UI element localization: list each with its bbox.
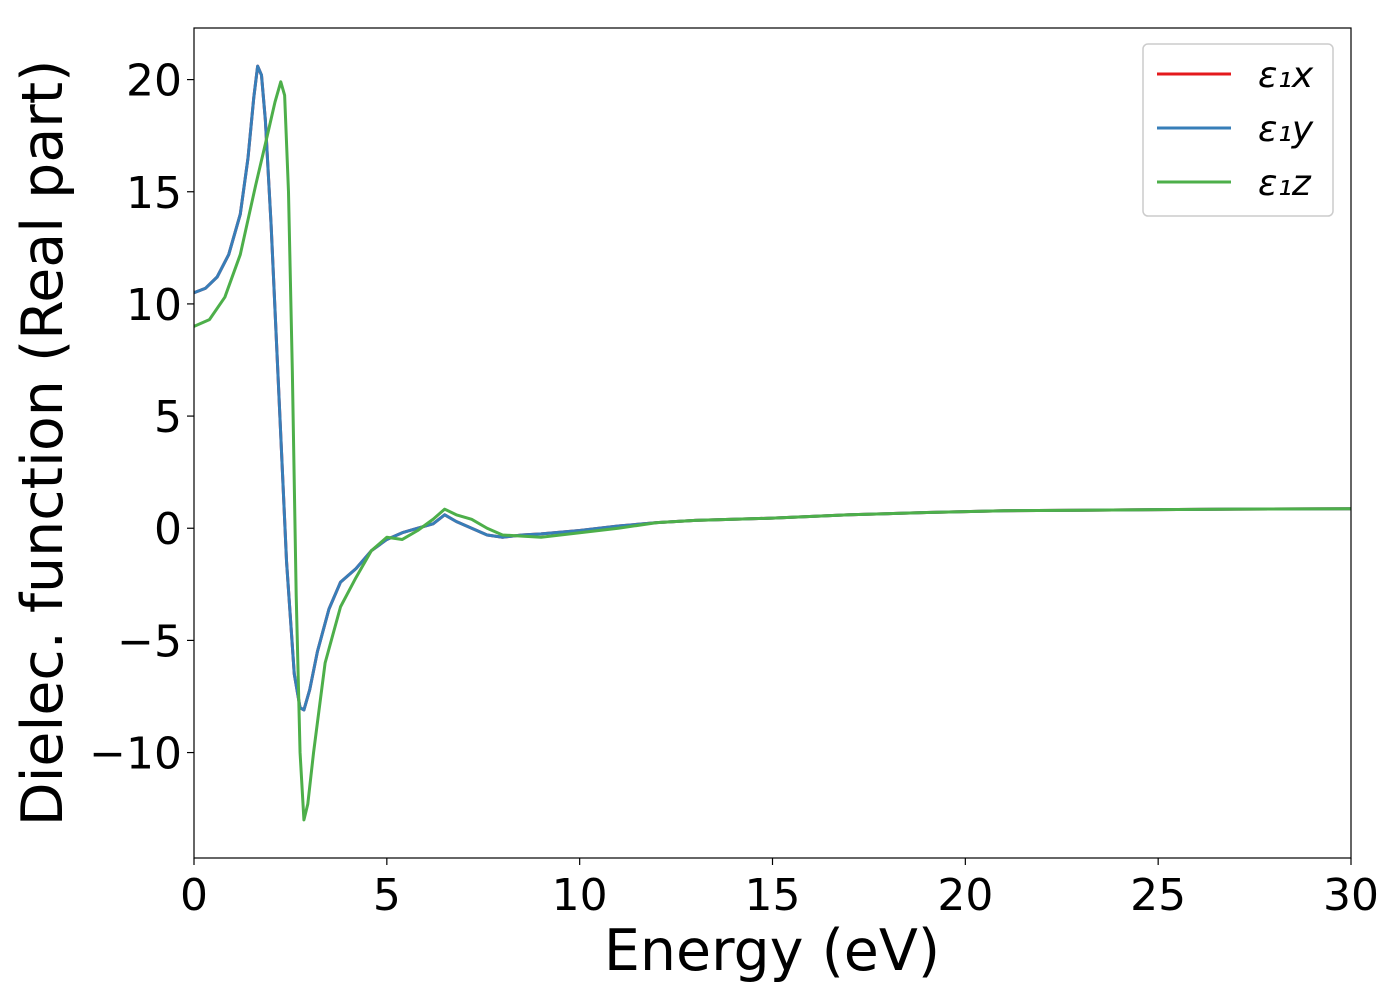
y-axis-label: Dielec. function (Real part) <box>10 60 76 827</box>
legend: ε₁x ε₁y ε₁z <box>1142 43 1334 217</box>
legend-box <box>1142 43 1334 217</box>
x-axis-label: Energy (eV) <box>604 918 940 984</box>
y-tick-label: 15 <box>126 168 182 219</box>
legend-label-2: ε₁y <box>1258 109 1314 150</box>
legend-label-3: ε₁z <box>1258 163 1312 204</box>
y-axis-ticks: −10 −5 0 5 10 15 20 <box>89 56 194 780</box>
legend-label-1: ε₁x <box>1258 55 1314 96</box>
y-tick-label: 5 <box>154 392 182 443</box>
x-tick-label: 10 <box>552 870 608 921</box>
y-tick-label: −5 <box>117 616 182 667</box>
x-tick-label: 15 <box>745 870 801 921</box>
series-layer <box>194 64 1351 822</box>
x-tick-label: 0 <box>180 870 208 921</box>
y-tick-label: 20 <box>126 56 182 107</box>
x-tick-label: 25 <box>1130 870 1186 921</box>
x-axis-ticks: 0 5 10 15 20 25 30 <box>180 858 1379 921</box>
x-tick-label: 5 <box>373 870 401 921</box>
y-tick-label: −10 <box>89 729 182 780</box>
y-tick-label: 0 <box>154 504 182 555</box>
x-tick-label: 20 <box>937 870 993 921</box>
x-tick-label: 30 <box>1323 870 1379 921</box>
y-tick-label: 10 <box>126 280 182 331</box>
series-line-3 <box>194 80 1351 822</box>
